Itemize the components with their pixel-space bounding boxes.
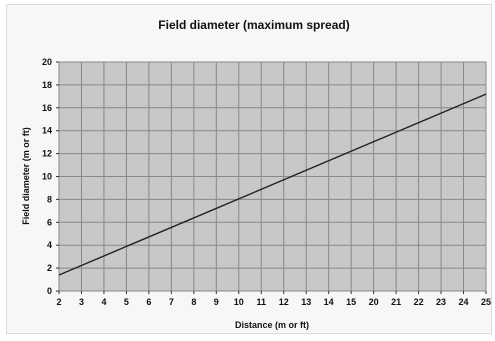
y-tick-label: 10 [42, 172, 52, 182]
series-line [58, 93, 487, 276]
x-tick-label: 9 [214, 297, 219, 307]
y-tick-label: 18 [42, 80, 52, 90]
x-tick-label: 6 [146, 297, 151, 307]
x-tick-label: 11 [257, 297, 267, 307]
x-tick-label: 15 [346, 297, 356, 307]
y-tick-label: 0 [47, 286, 52, 296]
x-tick-label: 20 [369, 297, 379, 307]
x-axis-ticks: 2 3 4 5 6 7 8 9 10 11 12 13 14 15 20 21 22 23 24 25 [56, 291, 491, 307]
series-layer [58, 93, 487, 276]
y-tick-label: 20 [42, 57, 52, 67]
y-axis-label: Field diameter (m or ft) [21, 127, 31, 225]
x-tick-label: 21 [391, 297, 401, 307]
x-tick-label: 12 [279, 297, 289, 307]
x-tick-label: 14 [324, 297, 334, 307]
y-tick-label: 14 [42, 126, 52, 136]
y-tick-label: 6 [47, 217, 52, 227]
chart-title: Field diameter (maximum spread) [158, 18, 349, 32]
x-tick-label: 13 [301, 297, 311, 307]
x-tick-label: 24 [459, 297, 469, 307]
x-axis-label: Distance (m or ft) [235, 320, 309, 330]
y-tick-label: 4 [47, 240, 52, 250]
grid-lines [59, 62, 486, 291]
x-tick-label: 5 [124, 297, 129, 307]
x-tick-label: 3 [79, 297, 84, 307]
x-tick-label: 22 [414, 297, 424, 307]
x-tick-label: 7 [169, 297, 174, 307]
x-tick-label: 10 [234, 297, 244, 307]
y-axis-ticks: 0 2 4 6 8 10 12 14 16 18 20 [42, 57, 59, 296]
x-tick-label: 8 [191, 297, 196, 307]
x-tick-label: 2 [56, 297, 61, 307]
x-tick-label: 23 [436, 297, 446, 307]
y-tick-label: 8 [47, 194, 52, 204]
y-tick-label: 16 [42, 103, 52, 113]
y-tick-label: 2 [47, 263, 52, 273]
x-tick-label: 25 [481, 297, 491, 307]
x-tick-label: 4 [101, 297, 106, 307]
y-tick-label: 12 [42, 149, 52, 159]
